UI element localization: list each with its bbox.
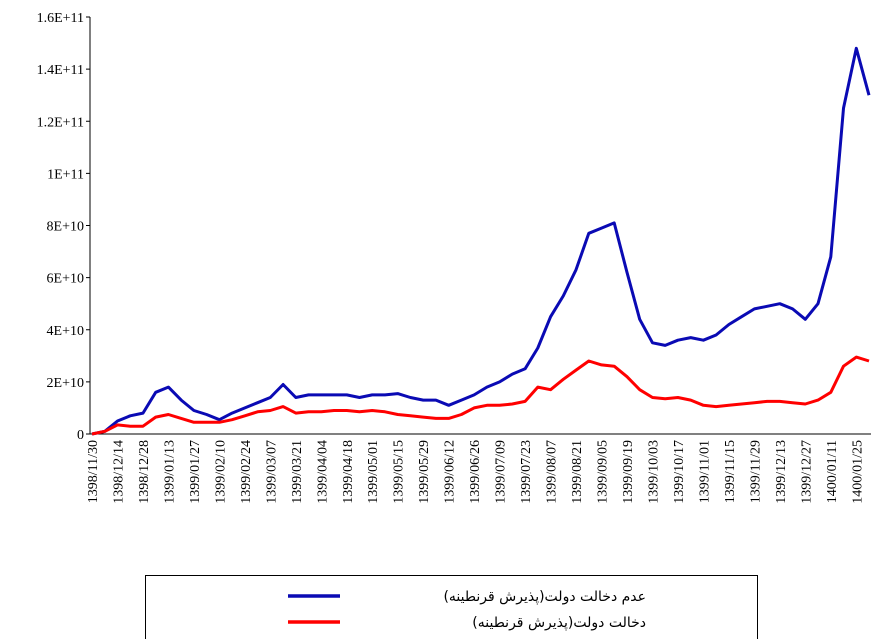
y-tick-label: 1.6E+11 (37, 11, 84, 26)
x-tick-label: 1399/12/27 (799, 440, 814, 504)
x-tick-label: 1398/12/28 (137, 440, 152, 504)
x-tick-label: 1399/12/13 (774, 440, 789, 504)
x-tick-label: 1399/06/12 (443, 440, 458, 504)
y-tick-label: 4E+10 (47, 324, 84, 339)
legend-box (145, 575, 758, 639)
x-tick-label: 1398/12/14 (111, 440, 126, 504)
x-tick-label: 1399/09/19 (621, 440, 636, 504)
x-tick-label: 1399/07/23 (519, 440, 534, 504)
x-tick-label: 1399/10/03 (646, 440, 661, 504)
series-line (91, 355, 870, 436)
x-tick-label: 1399/10/17 (672, 440, 687, 504)
x-tick-label: 1399/11/15 (723, 440, 738, 503)
y-tick-label: 8E+10 (47, 220, 84, 235)
x-tick-label: 1399/06/26 (468, 440, 483, 504)
y-tick-label: 1.2E+11 (37, 115, 84, 130)
x-tick-label: 1399/07/09 (494, 440, 509, 504)
x-tick-label: 1400/01/25 (850, 440, 865, 504)
x-tick-label: 1399/05/01 (366, 440, 381, 504)
y-tick-label: 2E+10 (47, 376, 84, 391)
x-tick-label: 1399/04/04 (315, 440, 330, 504)
x-tick-label: 1399/11/29 (748, 440, 763, 503)
y-tick-label: 6E+10 (47, 272, 84, 287)
x-tick-label: 1399/08/21 (570, 440, 585, 504)
x-tick-label: 1399/01/27 (188, 440, 203, 504)
x-tick-label: 1399/02/24 (239, 440, 254, 504)
y-tick-label: 0 (77, 428, 84, 443)
x-tick-label: 1400/01/11 (825, 440, 840, 503)
x-tick-label: 1398/11/30 (86, 440, 101, 503)
x-tick-label: 1399/03/07 (264, 440, 279, 504)
x-tick-label: 1399/09/05 (596, 440, 611, 504)
x-tick-label: 1399/08/07 (545, 440, 560, 504)
x-tick-label: 1399/05/15 (392, 440, 407, 504)
x-tick-label: 1399/02/10 (213, 440, 228, 504)
x-tick-label: 1399/01/13 (162, 440, 177, 504)
y-tick-label: 1.4E+11 (37, 63, 84, 78)
x-tick-label: 1399/05/29 (417, 440, 432, 504)
legend-label: دخالت دولت(پذیرش قرنطینه) (472, 615, 646, 631)
x-tick-label: 1399/03/21 (290, 440, 305, 504)
x-tick-label: 1399/04/18 (341, 440, 356, 504)
x-tick-label: 1399/11/01 (697, 440, 712, 503)
y-tick-label: 1E+11 (47, 167, 84, 182)
legend-label: عدم دخالت دولت(پذیرش قرنطینه) (443, 589, 646, 605)
series-line (91, 46, 871, 436)
